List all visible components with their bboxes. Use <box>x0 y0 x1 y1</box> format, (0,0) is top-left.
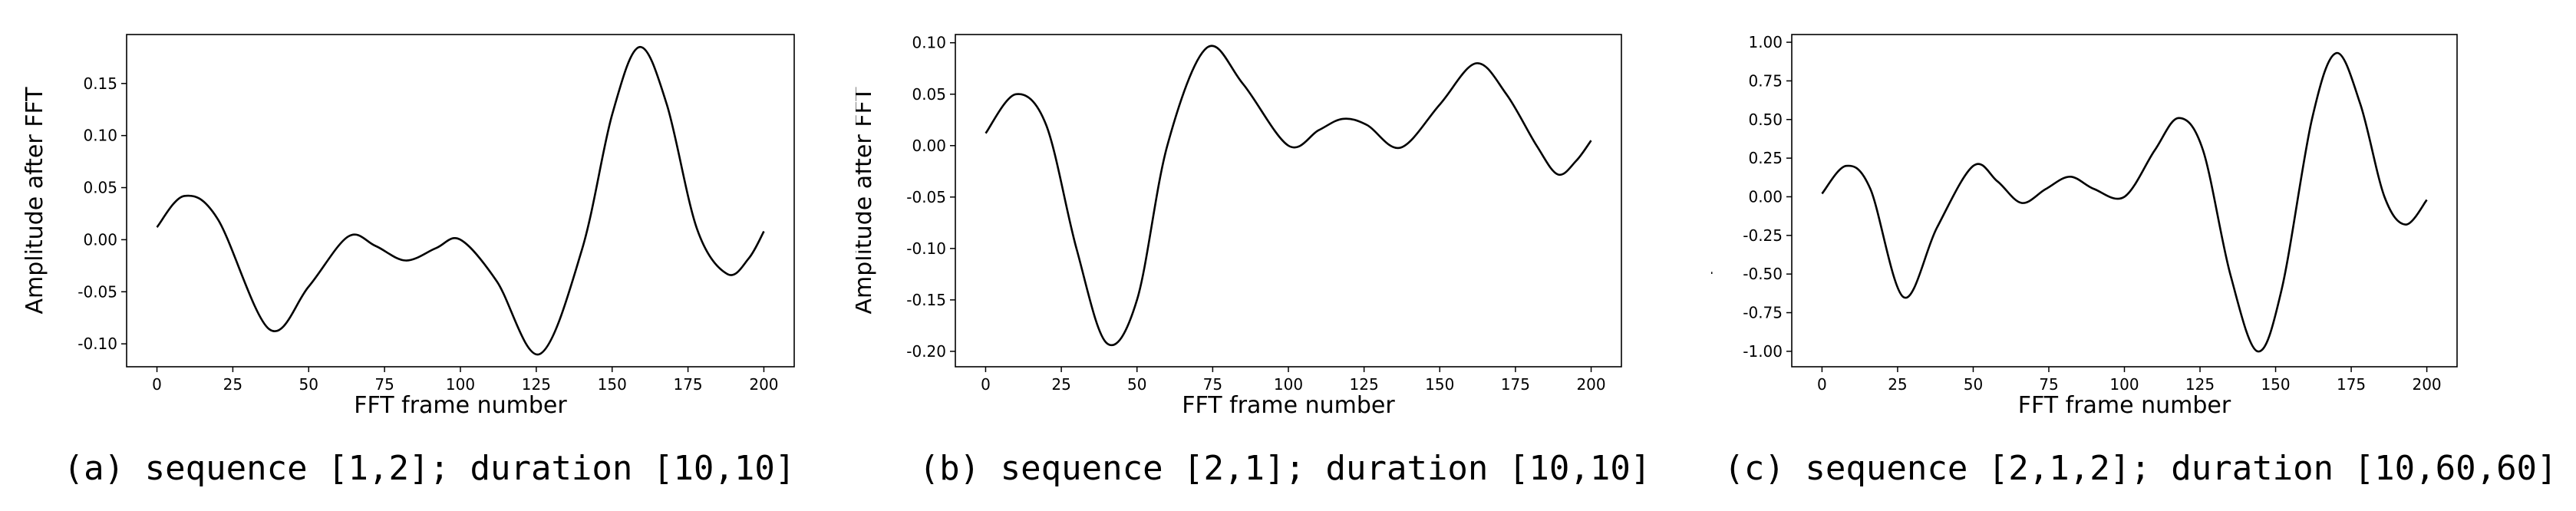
x-tick-label: 25 <box>1051 375 1070 394</box>
x-tick-label: 75 <box>1203 375 1222 394</box>
series-line <box>1821 51 2428 353</box>
x-tick-label: 200 <box>749 375 778 394</box>
y-tick-label: 0.75 <box>1748 71 1783 90</box>
x-tick-label: 0 <box>981 375 991 394</box>
y-tick-label: -0.20 <box>906 342 946 361</box>
chart-panel-b: 0 25 50 75 100 125 150 175 200 -0.20 -0.15 -0.10 -0.… <box>856 0 1714 511</box>
y-tick-label: 0.10 <box>912 34 946 52</box>
x-tick-label: 175 <box>1501 375 1530 394</box>
caption-c: (c) sequence [2,1,2]; duration [10,60,60… <box>1723 449 2558 488</box>
x-tick-label: 125 <box>1350 375 1379 394</box>
y-tick-label: 0.25 <box>1748 149 1783 167</box>
caption-b: (b) sequence [2,1]; duration [10,10] <box>919 449 1651 488</box>
y-tick-label: -0.25 <box>1743 226 1783 245</box>
y-tick-label: -0.05 <box>906 188 946 206</box>
x-tick-label: 0 <box>152 375 162 394</box>
x-tick-label: 50 <box>1964 375 1983 394</box>
y-tick-label: -0.10 <box>906 239 946 258</box>
x-tick-label: 175 <box>2337 375 2366 394</box>
series-line <box>985 45 1592 347</box>
x-axis-label: FFT frame number <box>354 392 567 419</box>
x-tick-label: 100 <box>2109 375 2139 394</box>
y-tick-label: 0.05 <box>83 179 117 197</box>
x-tick-label: 125 <box>2185 375 2215 394</box>
y-tick-label: 1.00 <box>1748 33 1783 51</box>
y-tick-label: 0.15 <box>83 74 117 93</box>
y-tick-label: 0.50 <box>1748 110 1783 129</box>
y-tick-label: -0.10 <box>78 335 117 353</box>
chart-panel-c: 0 25 50 75 100 125 150 175 200 -1.00 -0.75 -0.50 -0.… <box>1711 0 2570 511</box>
series-line <box>156 46 765 356</box>
axes-frame <box>126 34 795 368</box>
x-tick-label: 200 <box>2412 375 2441 394</box>
x-tick-label: 150 <box>2261 375 2290 394</box>
y-tick-label: 0.00 <box>83 230 117 249</box>
y-tick-label: -0.75 <box>1743 304 1783 322</box>
x-tick-label: 0 <box>1817 375 1827 394</box>
y-tick-label: 0.05 <box>912 85 946 104</box>
caption-a: (a) sequence [1,2]; duration [10,10] <box>63 449 796 488</box>
y-tick-label: 0.00 <box>1748 187 1783 206</box>
x-tick-label: 100 <box>1274 375 1303 394</box>
axes-frame <box>1791 34 2458 368</box>
chart-panel-a: 0 25 50 75 100 125 150 175 200 -0.10 -0.05 0.00 0.05… <box>0 0 859 511</box>
x-tick-label: 75 <box>374 375 394 394</box>
x-axis-label: FFT frame number <box>2018 392 2231 419</box>
x-tick-label: 175 <box>673 375 702 394</box>
y-tick-label: -0.05 <box>78 282 117 301</box>
y-axis-label: Amplitude after FFT <box>856 87 877 315</box>
x-tick-label: 50 <box>299 375 318 394</box>
x-tick-label: 50 <box>1127 375 1146 394</box>
chart-svg-c: 0 25 50 75 100 125 150 175 200 -1.00 -0.75 -0.50 -0.… <box>1711 33 2458 419</box>
x-tick-label: 25 <box>223 375 242 394</box>
x-tick-label: 125 <box>522 375 551 394</box>
x-tick-label: 25 <box>1888 375 1907 394</box>
y-axis-label: Amplitude after FFT <box>21 87 48 315</box>
x-tick-label: 75 <box>2039 375 2058 394</box>
y-tick-label: -0.15 <box>906 291 946 309</box>
y-axis-label: Amplitude after FFT <box>1711 87 1713 315</box>
chart-svg-a: 0 25 50 75 100 125 150 175 200 -0.10 -0.05 0.00 0.05… <box>21 34 795 419</box>
axes-frame <box>955 34 1622 368</box>
y-tick-label: -1.00 <box>1743 342 1783 361</box>
x-tick-label: 100 <box>446 375 475 394</box>
y-tick-label: 0.10 <box>83 127 117 145</box>
x-axis-label: FFT frame number <box>1182 392 1395 419</box>
y-tick-label: 0.00 <box>912 137 946 155</box>
x-tick-label: 150 <box>598 375 627 394</box>
x-tick-label: 200 <box>1576 375 1605 394</box>
x-tick-label: 150 <box>1425 375 1454 394</box>
y-tick-label: -0.50 <box>1743 265 1783 283</box>
chart-svg-b: 0 25 50 75 100 125 150 175 200 -0.20 -0.15 -0.10 -0.… <box>856 34 1622 419</box>
